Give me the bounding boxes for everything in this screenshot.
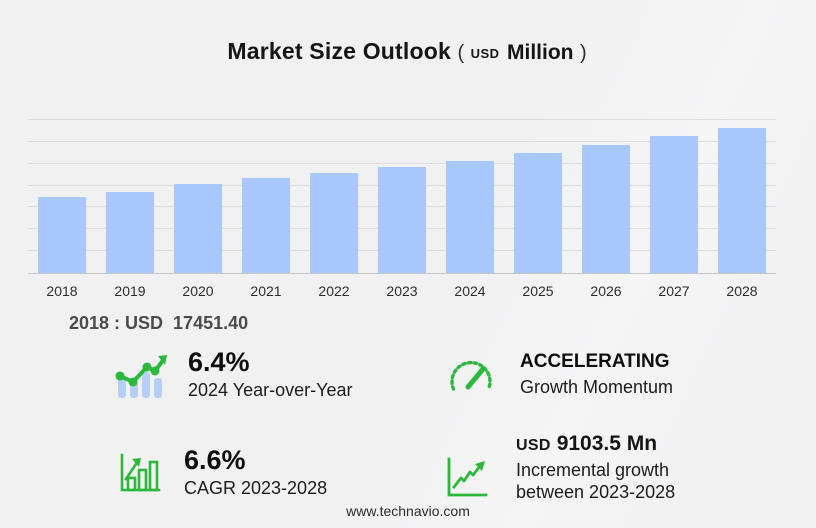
chart-title-paren-open: ( <box>457 42 465 64</box>
x-axis-labels: 2018 2019 2020 2021 2022 2023 2024 2025 2026 2027… <box>28 283 776 299</box>
cagr-label: CAGR 2023-2028 <box>184 478 328 499</box>
bar-2028 <box>718 127 766 273</box>
stat-yoy: 6.4% 2024 Year-over-Year <box>112 348 352 407</box>
stat-incremental-growth: USD 9103.5 Mn Incremental growth between … <box>444 432 675 505</box>
x-tick-label: 2027 <box>658 283 690 299</box>
speedometer-icon <box>446 356 496 401</box>
bar-2018 <box>38 196 86 273</box>
bar-2021 <box>242 178 290 273</box>
x-tick-label: 2018 <box>46 283 78 299</box>
stat-cagr: 6.6% CAGR 2023-2028 <box>118 446 327 500</box>
line-chart-icon <box>444 456 490 505</box>
x-tick-label: 2025 <box>522 283 554 299</box>
gridline <box>28 119 776 120</box>
incremental-currency: USD <box>516 437 551 454</box>
bar-2022 <box>310 172 358 273</box>
chart-title-paren-close: ) <box>579 42 587 64</box>
incremental-label-line1: Incremental growth <box>516 460 670 480</box>
x-tick-label: 2021 <box>250 283 282 299</box>
bar-chart-trend-icon <box>112 350 170 407</box>
incremental-label-line2: between 2023-2028 <box>516 481 676 502</box>
bar-2027 <box>650 136 698 273</box>
x-tick-label: 2022 <box>318 283 350 299</box>
momentum-value: ACCELERATING <box>520 351 670 372</box>
bar-2019 <box>106 192 154 273</box>
x-tick-label: 2020 <box>182 283 214 299</box>
bar-2023 <box>378 167 426 273</box>
chart-title-unit: Million <box>507 41 574 64</box>
bar-2025 <box>514 153 562 273</box>
x-tick-label: 2026 <box>590 283 622 299</box>
yoy-value: 6.4% <box>188 347 250 377</box>
x-tick-label: 2023 <box>386 283 418 299</box>
website-url: www.technavio.com <box>346 503 470 519</box>
yoy-label: 2024 Year-over-Year <box>188 380 353 401</box>
stat-momentum: ACCELERATING Growth Momentum <box>446 351 674 401</box>
chart-title-main: Market Size Outlook <box>227 38 452 64</box>
x-tick-label: 2024 <box>454 283 486 299</box>
chart-title-currency: USD <box>470 46 500 61</box>
gridline <box>28 140 776 142</box>
gridline <box>28 162 776 164</box>
momentum-label: Growth Momentum <box>520 376 674 397</box>
bar-2026 <box>582 145 630 273</box>
bar-2024 <box>446 160 494 273</box>
x-tick-label: 2019 <box>114 283 146 299</box>
cagr-value: 6.6% <box>184 445 246 475</box>
incremental-value: 9103.5 Mn <box>556 432 658 455</box>
bar-chart-growth-icon <box>118 452 162 499</box>
base-year-value: 2018 : USD 17451.40 <box>69 313 249 333</box>
chart-title: Market Size Outlook ( USD Million ) <box>0 38 816 65</box>
x-tick-label: 2028 <box>726 283 758 299</box>
bar-2020 <box>174 184 222 273</box>
bar-chart-plot-area <box>28 110 776 274</box>
